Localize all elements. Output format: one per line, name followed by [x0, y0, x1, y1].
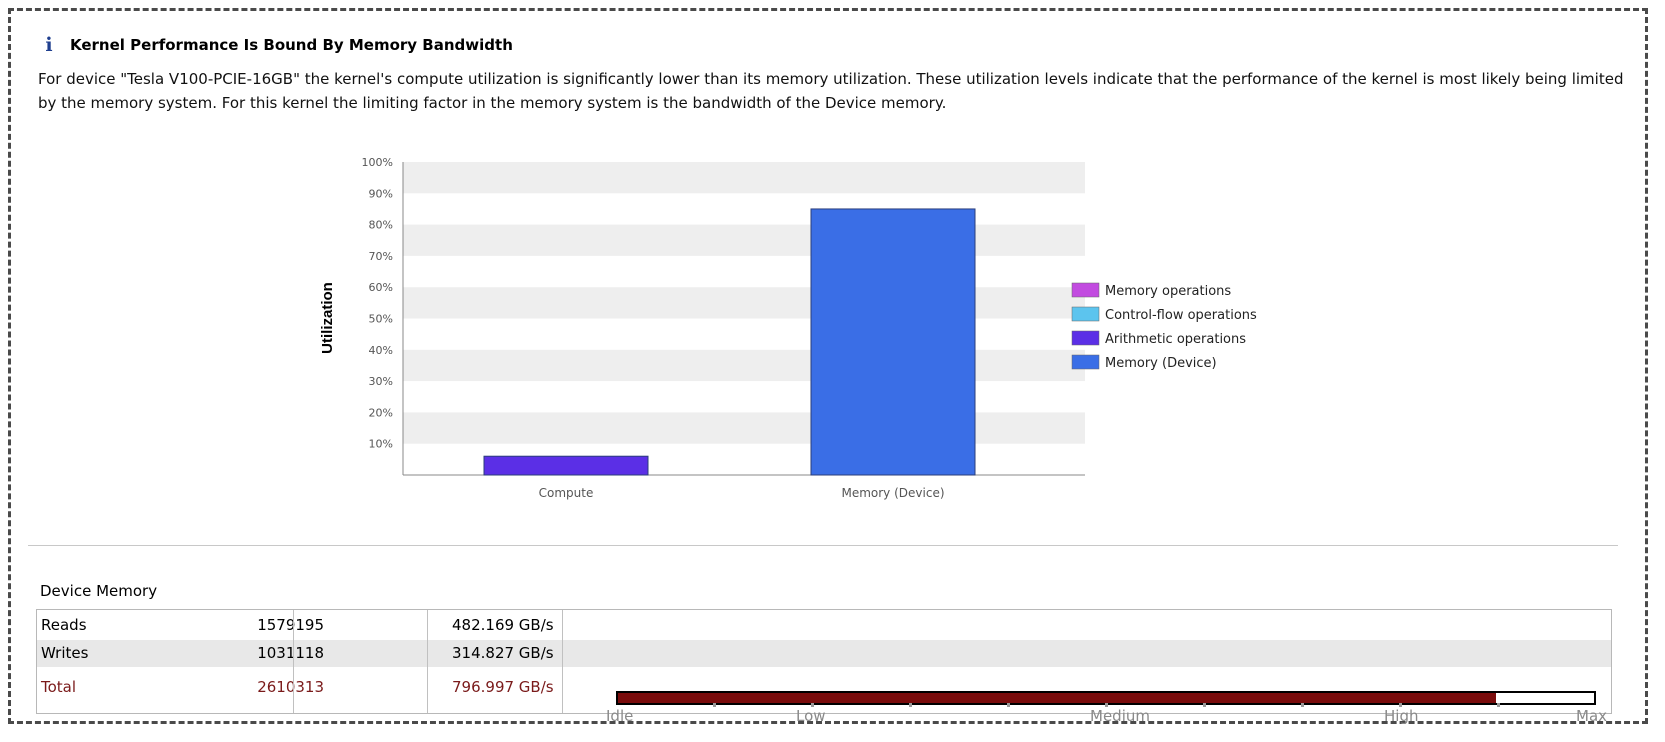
scale-tick [1497, 703, 1500, 707]
column-divider [562, 610, 563, 713]
device-memory-table: Reads 1579195 482.169 GB/s Writes 103111… [36, 609, 1612, 725]
scale-tick [811, 703, 814, 707]
grid-band [403, 349, 1085, 382]
grid-band [403, 162, 1085, 194]
row-label: Reads [41, 616, 87, 634]
x-tick-label: Compute [539, 486, 594, 500]
scale-label: Idle [606, 707, 634, 725]
y-tick-label: 10% [369, 438, 393, 451]
scale-tick [909, 703, 912, 707]
row-rate: 314.827 GB/s [452, 644, 554, 662]
scale-label: High [1384, 707, 1419, 725]
bar [483, 455, 649, 476]
legend-swatch [1071, 330, 1100, 346]
grid-band [403, 224, 1085, 256]
analysis-header: i Kernel Performance Is Bound By Memory … [40, 34, 513, 56]
y-tick-label: 100% [362, 156, 393, 169]
scale-tick [1399, 703, 1402, 707]
scale-tick [1301, 703, 1304, 707]
legend-label: Arithmetic operations [1105, 332, 1246, 347]
analysis-description: For device "Tesla V100-PCIE-16GB" the ke… [38, 70, 1624, 112]
scale-tick [1203, 703, 1206, 707]
y-tick-label: 30% [369, 375, 393, 388]
grid-band [403, 412, 1085, 444]
table-row: Writes 1031118 314.827 GB/s [37, 640, 1611, 667]
row-rate: 482.169 GB/s [452, 616, 554, 634]
table-row: Reads 1579195 482.169 GB/s [37, 610, 1611, 640]
utilization-level-fill [618, 693, 1497, 703]
y-tick-label: 70% [369, 250, 393, 263]
scale-label: Low [796, 707, 826, 725]
row-count: 1579195 [257, 616, 324, 634]
scale-tick [713, 703, 716, 707]
info-icon: i [45, 34, 53, 56]
legend-swatch [1071, 282, 1100, 298]
scale-tick [1105, 703, 1108, 707]
legend-swatch [1071, 306, 1100, 322]
section-divider [28, 545, 1618, 546]
legend-label: Memory (Device) [1105, 356, 1217, 371]
legend-swatch [1071, 354, 1100, 370]
scale-tick [1007, 703, 1010, 707]
y-tick-label: 50% [369, 313, 393, 326]
row-label: Total [41, 678, 77, 696]
legend-label: Control-flow operations [1105, 308, 1257, 323]
row-count: 2610313 [257, 678, 324, 696]
column-divider [293, 610, 294, 713]
row-label: Writes [41, 644, 89, 662]
legend-label: Memory operations [1105, 284, 1231, 299]
y-tick-label: 40% [369, 344, 393, 357]
device-memory-title: Device Memory [40, 582, 158, 600]
y-axis-title: Utilization [319, 282, 336, 354]
y-tick-label: 20% [369, 406, 393, 419]
x-tick-label: Memory (Device) [841, 486, 944, 500]
utilization-chart: 10% 20% 30% 40% 50% 60% 70% 80% 90% 100% Utilizati… [319, 156, 1257, 500]
column-divider [427, 610, 428, 713]
row-rate: 796.997 GB/s [452, 678, 554, 696]
analysis-title: Kernel Performance Is Bound By Memory Ba… [70, 36, 513, 54]
grid-band [403, 287, 1085, 319]
analysis-panel [8, 8, 1648, 724]
scale-label: Max [1576, 707, 1608, 725]
y-tick-label: 90% [369, 187, 393, 200]
y-tick-label: 80% [369, 219, 393, 232]
table-row: Total 2610313 796.997 GB/s Idle Low Medium… [37, 667, 1611, 725]
bar [810, 208, 976, 476]
row-count: 1031118 [257, 644, 324, 662]
scale-label: Medium [1090, 707, 1150, 725]
y-tick-label: 60% [369, 281, 393, 294]
